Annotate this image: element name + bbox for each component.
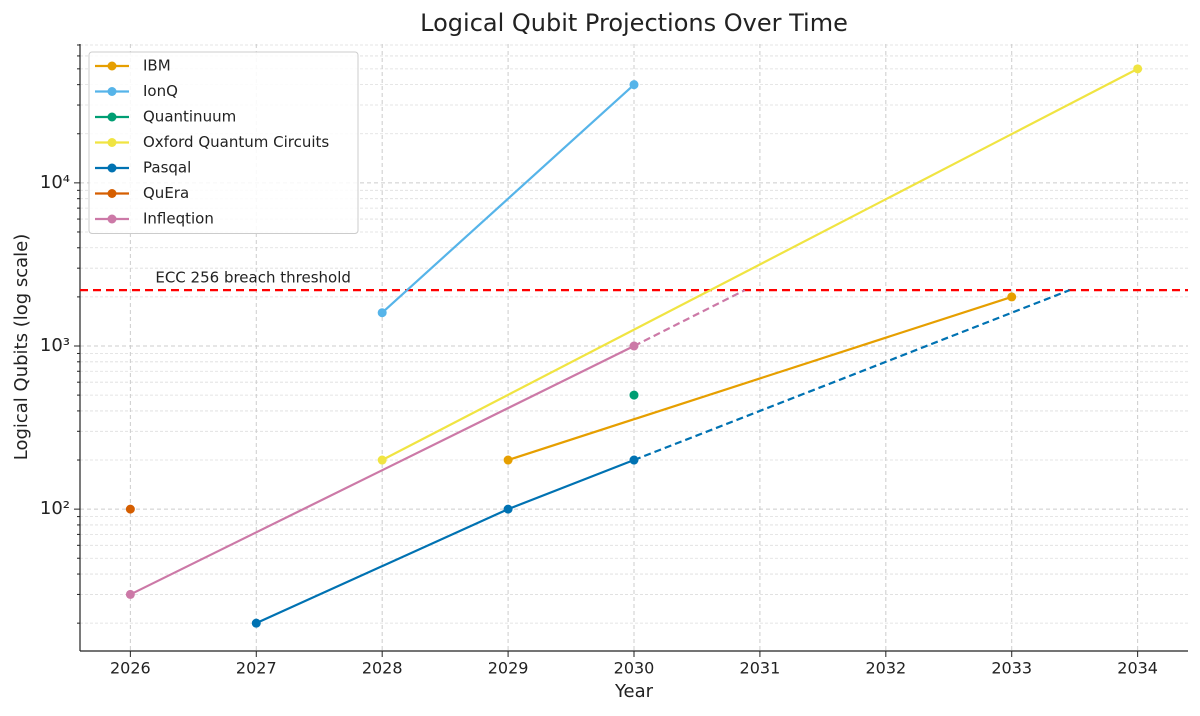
y-tick-label: 10²: [40, 498, 70, 519]
point: [629, 455, 639, 465]
point: [629, 341, 639, 351]
projection-line: [633, 289, 746, 347]
legend-marker: [107, 61, 117, 71]
x-tick-label: 2026: [110, 659, 151, 678]
legend-marker: [107, 87, 117, 96]
point: [503, 455, 513, 465]
x-tick-label: 2029: [488, 659, 529, 678]
legend-label: IBM: [143, 57, 171, 75]
legend-marker: [107, 214, 117, 224]
legend-marker: [107, 138, 117, 147]
x-tick-label: 2031: [740, 659, 781, 678]
x-tick-label: 2030: [614, 659, 655, 678]
legend-marker: [107, 163, 117, 173]
point: [251, 618, 261, 628]
point: [1133, 64, 1143, 74]
legend-marker: [107, 112, 117, 122]
point: [629, 80, 639, 90]
x-tick-label: 2027: [236, 659, 277, 678]
legend-label: QuEra: [143, 184, 189, 202]
y-axis-label: Logical Qubits (log scale): [11, 234, 32, 461]
series-line: [255, 458, 635, 625]
point: [503, 504, 513, 514]
chart-title: Logical Qubit Projections Over Time: [420, 9, 848, 37]
x-tick-label: 2034: [1117, 659, 1158, 678]
series-line: [381, 83, 635, 314]
point: [629, 390, 639, 400]
series-line: [129, 345, 635, 596]
x-tick-label: 2032: [865, 659, 906, 678]
x-axis-label: Year: [614, 681, 654, 702]
legend-label: Quantinuum: [143, 108, 236, 126]
point: [125, 504, 135, 514]
projection-line: [633, 289, 1071, 462]
point: [377, 455, 387, 465]
x-tick-label: 2033: [991, 659, 1032, 678]
legend-label: Infleqtion: [143, 210, 214, 228]
threshold-label: ECC 256 breach threshold: [155, 269, 351, 287]
point: [125, 589, 135, 599]
legend-label: Oxford Quantum Circuits: [143, 133, 329, 151]
series-line: [381, 67, 1139, 461]
legend-label: IonQ: [143, 82, 178, 100]
point: [1007, 292, 1017, 302]
legend-marker: [107, 189, 117, 198]
y-tick-label: 10³: [40, 335, 70, 356]
point: [377, 308, 387, 318]
series-line: [507, 295, 1013, 462]
legend-box: [88, 51, 359, 234]
legend-label: Pasqal: [143, 159, 191, 177]
y-tick-label: 10⁴: [40, 172, 70, 193]
x-tick-label: 2028: [362, 659, 403, 678]
